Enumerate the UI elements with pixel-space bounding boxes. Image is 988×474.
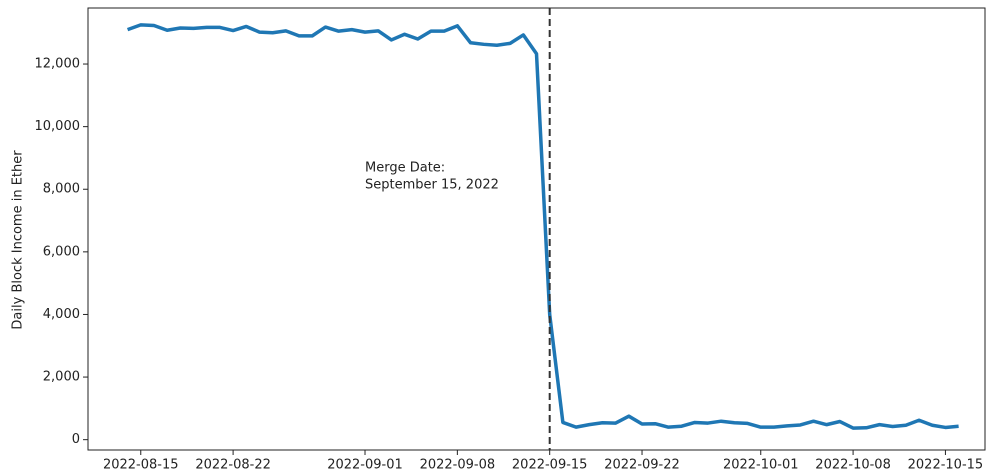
annotation-line: Merge Date: (365, 161, 445, 176)
x-tick-label: 2022-09-01 (327, 458, 403, 473)
y-tick-label: 0 (72, 432, 80, 447)
x-tick-label: 2022-08-22 (195, 458, 271, 473)
y-tick-label: 12,000 (35, 57, 81, 72)
y-tick-label: 8,000 (43, 182, 80, 197)
x-tick-label: 2022-09-22 (604, 458, 680, 473)
y-tick-label: 10,000 (35, 119, 81, 134)
x-tick-label: 2022-10-01 (723, 458, 799, 473)
annotation-line: September 15, 2022 (365, 178, 499, 193)
y-tick-label: 4,000 (43, 307, 80, 322)
x-tick-label: 2022-10-15 (908, 458, 984, 473)
y-tick-label: 6,000 (43, 244, 80, 259)
plot-frame (87, 7, 986, 451)
data-line (126, 23, 959, 430)
x-tick-label: 2022-09-15 (512, 458, 588, 473)
x-tick-label: 2022-08-15 (103, 458, 179, 473)
x-tick-label: 2022-09-08 (420, 458, 496, 473)
y-tick-label: 2,000 (43, 370, 80, 385)
x-tick-label: 2022-10-08 (815, 458, 891, 473)
y-axis-label: Daily Block Income in Ether (11, 150, 26, 330)
